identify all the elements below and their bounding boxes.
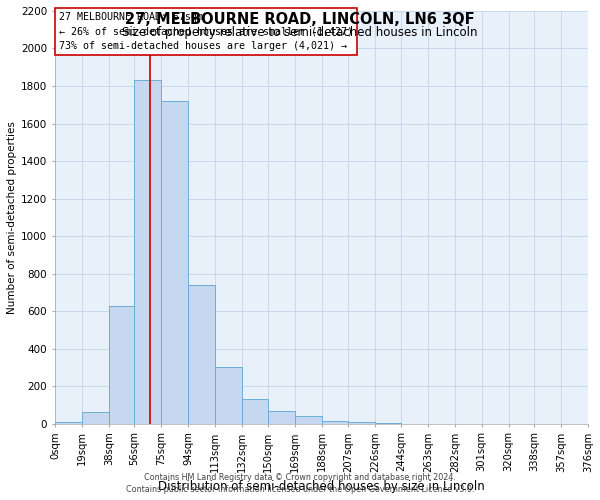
Y-axis label: Number of semi-detached properties: Number of semi-detached properties (7, 121, 17, 314)
Bar (109, 306, 134, 424)
Text: Contains HM Land Registry data © Crown copyright and database right 2024.
Contai: Contains HM Land Registry data © Crown c… (126, 472, 474, 494)
Bar (188, 285, 215, 424)
Bar (295, 416, 322, 424)
Bar (161, 101, 188, 424)
Bar (134, 80, 161, 424)
X-axis label: Distribution of semi-detached houses by size in Lincoln: Distribution of semi-detached houses by … (158, 480, 485, 493)
Text: 27, MELBOURNE ROAD, LINCOLN, LN6 3QF: 27, MELBOURNE ROAD, LINCOLN, LN6 3QF (125, 12, 475, 28)
Text: Size of property relative to semi-detached houses in Lincoln: Size of property relative to semi-detach… (122, 26, 478, 39)
Bar (376, 423, 401, 424)
Bar (55, 422, 82, 424)
Bar (349, 422, 376, 424)
Bar (82, 412, 109, 424)
Bar (215, 368, 242, 424)
Bar (268, 410, 295, 424)
Bar (242, 400, 268, 423)
Text: 27 MELBOURNE ROAD: 67sqm
← 26% of semi-detached houses are smaller (1,427)
73% o: 27 MELBOURNE ROAD: 67sqm ← 26% of semi-d… (59, 12, 353, 51)
Bar (322, 421, 349, 424)
